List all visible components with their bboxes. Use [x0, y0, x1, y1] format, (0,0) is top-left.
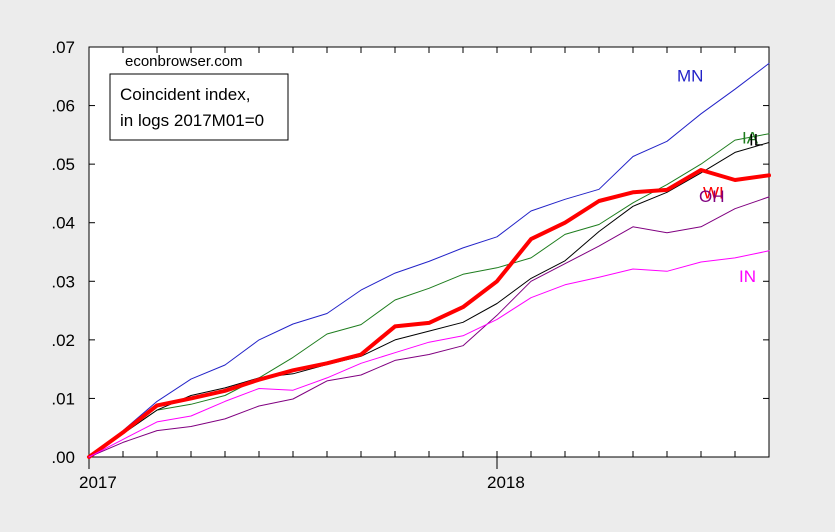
series-label-mn: MN [677, 66, 703, 85]
series-lines [87, 62, 771, 459]
y-tick-label: .04 [51, 214, 75, 233]
y-axis: .00 .01 .02 .03 .04 .05 .06 .07 [51, 38, 769, 467]
y-tick-label: .01 [51, 389, 75, 408]
y-tick-label: .03 [51, 272, 75, 291]
y-tick-label: .00 [51, 448, 75, 467]
y-tick-label: .02 [51, 331, 75, 350]
y-tick-label: .05 [51, 155, 75, 174]
x-tick-label: 2017 [79, 473, 117, 492]
series-label-ia: IA [742, 129, 759, 148]
legend-box-frame [109, 73, 289, 141]
series-line-mn [88, 62, 770, 458]
y-tick-label: .07 [51, 38, 75, 57]
watermark: econbrowser.com [125, 53, 243, 70]
legend-box: Coincident index, in logs 2017M01=0 [109, 73, 289, 141]
x-tick-label: 2018 [487, 473, 525, 492]
series-line-wi [87, 168, 771, 459]
series-label-il: IL [749, 130, 763, 149]
series-line-in [88, 250, 770, 458]
y-tick-label: .06 [51, 97, 75, 116]
series-label-oh: OH [699, 187, 725, 206]
series-label-in: IN [739, 267, 756, 286]
series-label-wi: WI [703, 183, 724, 202]
legend-line-1: Coincident index, [120, 85, 250, 104]
series-line-oh [88, 196, 770, 458]
legend-line-2: in logs 2017M01=0 [120, 111, 264, 130]
x-axis: 2017 2018 [79, 47, 770, 492]
series-line-il [88, 142, 770, 458]
